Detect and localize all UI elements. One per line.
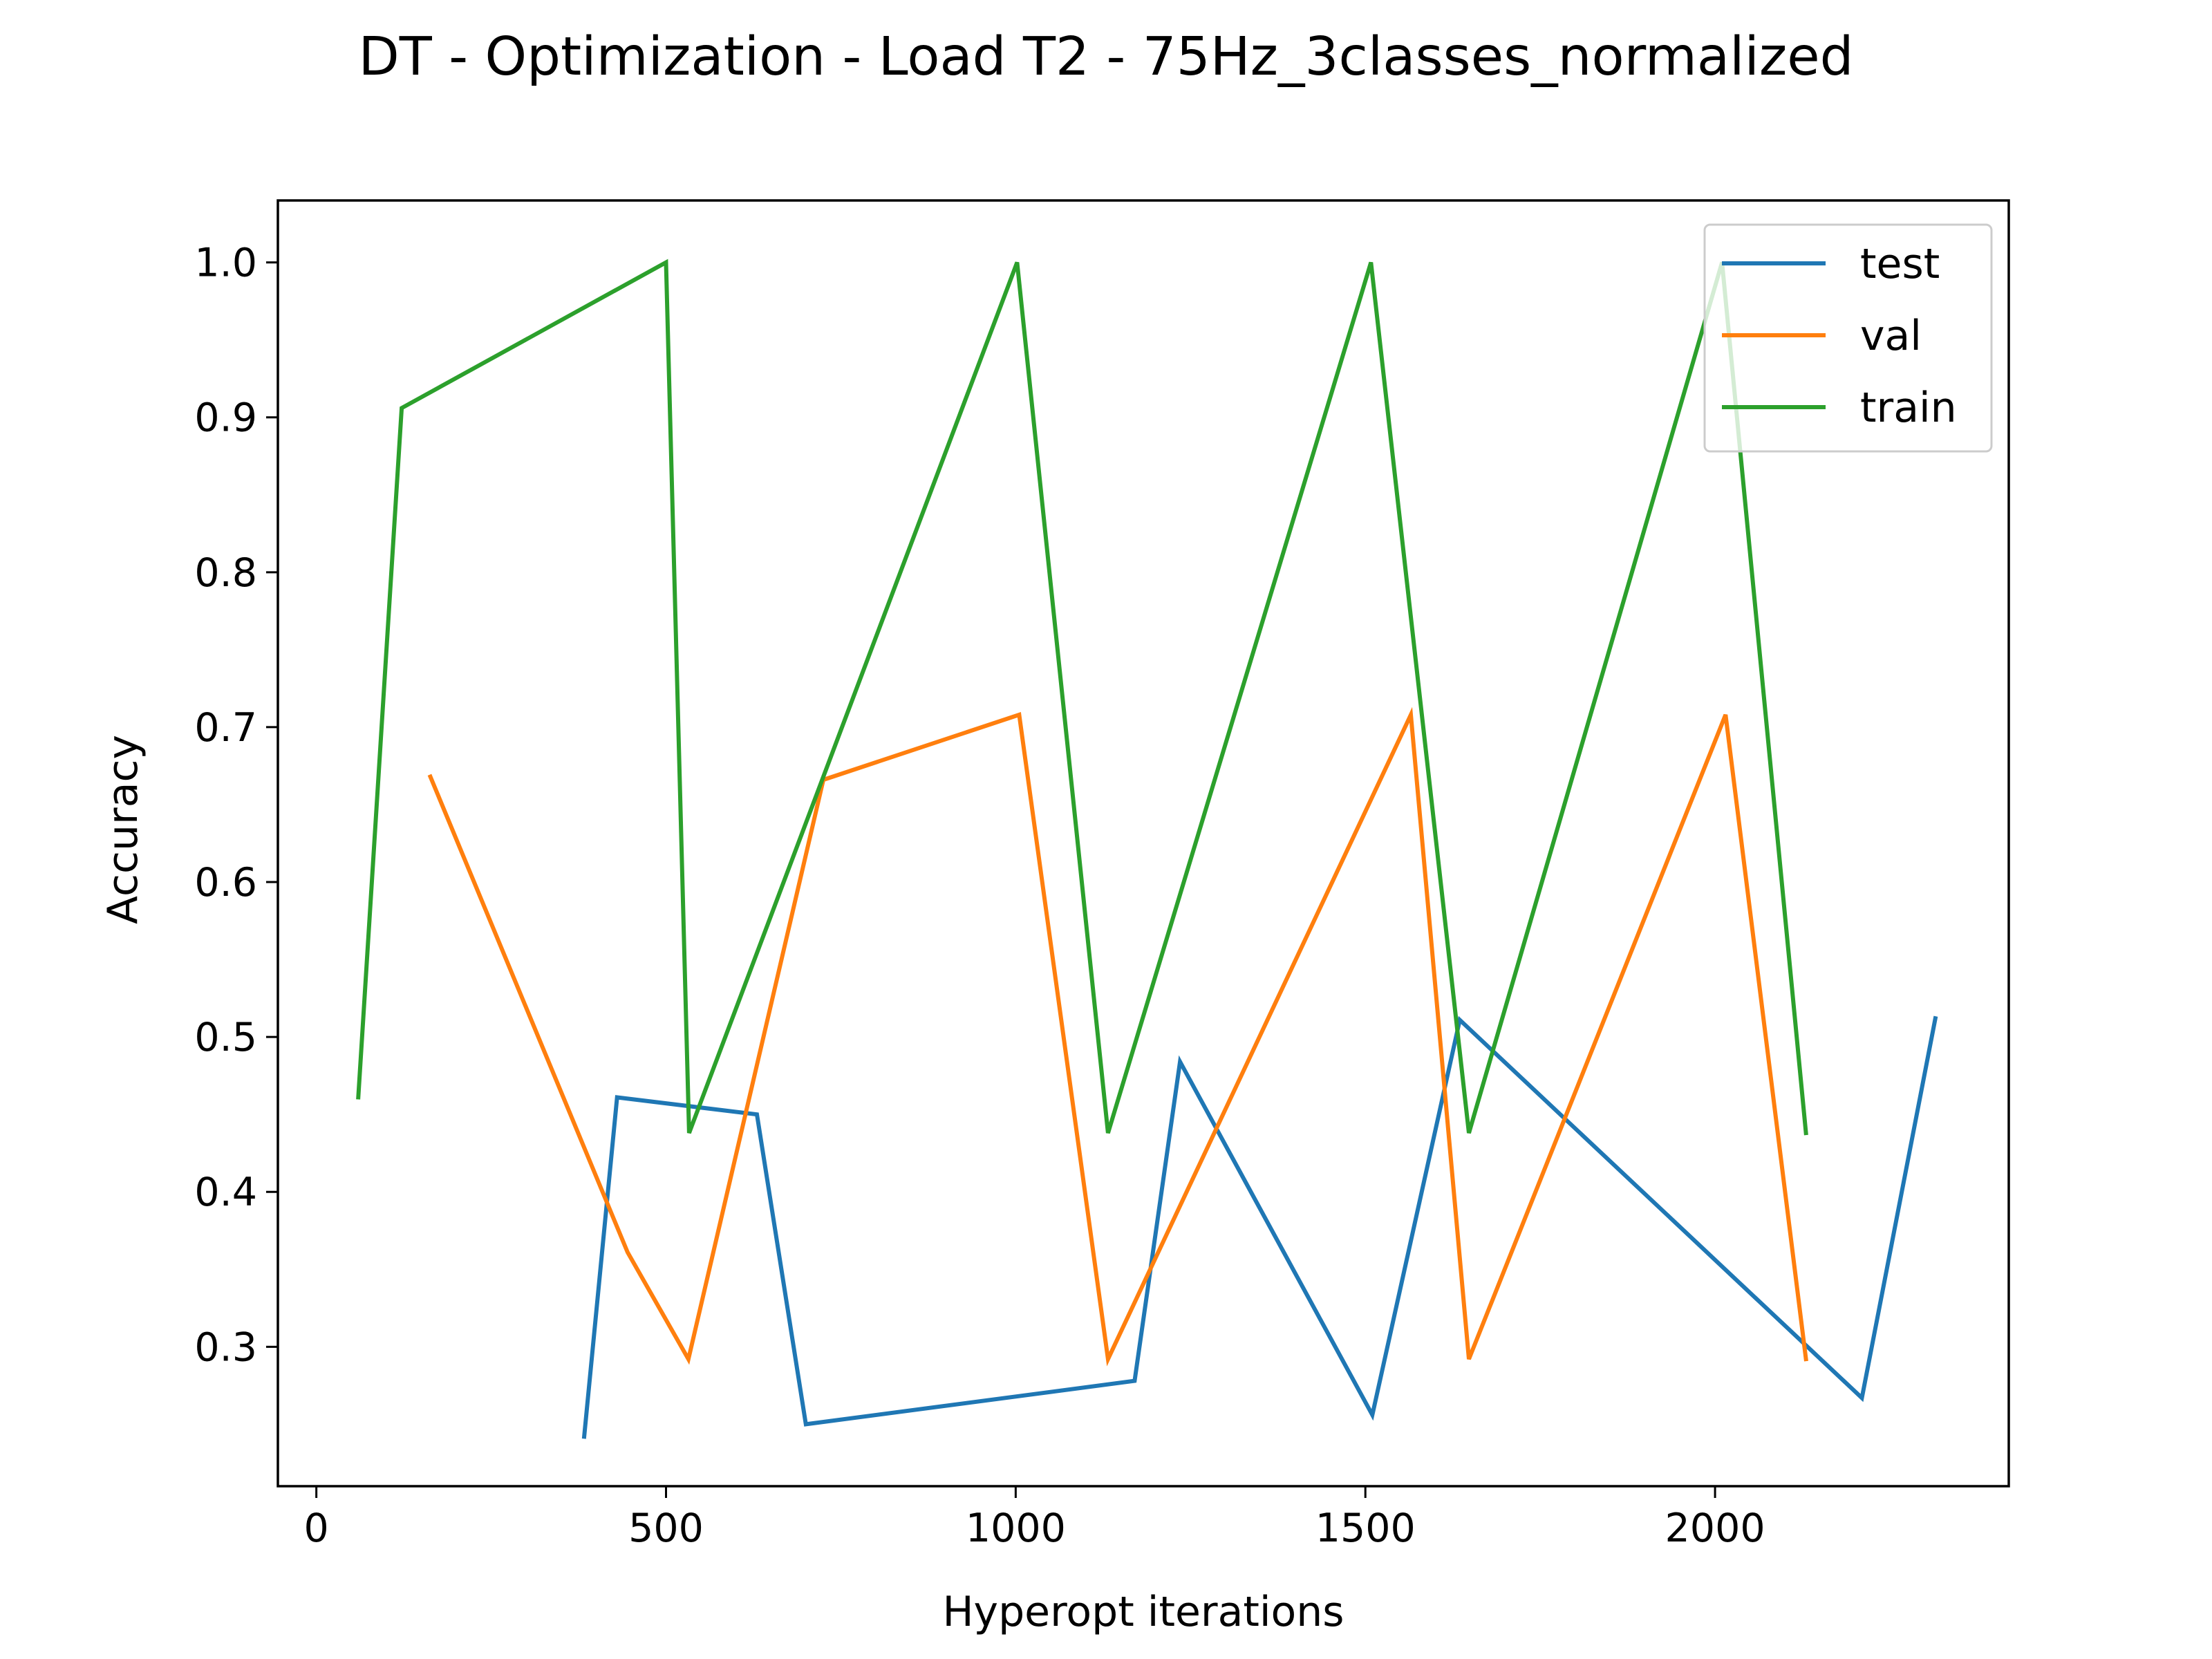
legend-label-val: val	[1860, 312, 1922, 360]
legend-label-train: train	[1860, 384, 1957, 432]
y-tick-label: 1.0	[194, 241, 257, 286]
y-tick-label: 0.7	[194, 705, 257, 751]
y-tick-label: 0.5	[194, 1015, 257, 1060]
y-axis: 0.3 0.4 0.5 0.6 0.7 0.8 0.9 1.0	[194, 241, 278, 1370]
x-tick-label: 0	[304, 1506, 329, 1551]
x-axis: 0 500 1000 1500 2000	[304, 1486, 1765, 1551]
legend-label-test: test	[1860, 240, 1940, 288]
axes-frame	[276, 199, 2010, 1488]
x-tick-label: 1500	[1315, 1506, 1416, 1551]
y-tick-label: 0.6	[194, 860, 257, 906]
series-line-val	[427, 706, 1808, 1367]
legend: test val train	[1703, 223, 1993, 453]
y-tick-label: 0.3	[194, 1324, 257, 1370]
plot-area	[356, 259, 1938, 1439]
y-axis-label: Accuracy	[99, 735, 147, 924]
x-tick-label: 1000	[966, 1506, 1066, 1551]
x-tick-label: 500	[628, 1506, 704, 1551]
x-axis-label: Hyperopt iterations	[942, 1588, 1344, 1636]
series-line-test	[581, 1015, 1938, 1439]
x-tick-label: 2000	[1665, 1506, 1765, 1551]
y-tick-label: 0.8	[194, 550, 257, 596]
chart-title: DT - Optimization - Load T2 - 75Hz_3clas…	[358, 26, 1853, 88]
y-tick-label: 0.4	[194, 1170, 257, 1215]
series-line-train	[356, 259, 1808, 1136]
legend-box	[1703, 223, 1993, 453]
y-tick-label: 0.9	[194, 395, 257, 441]
